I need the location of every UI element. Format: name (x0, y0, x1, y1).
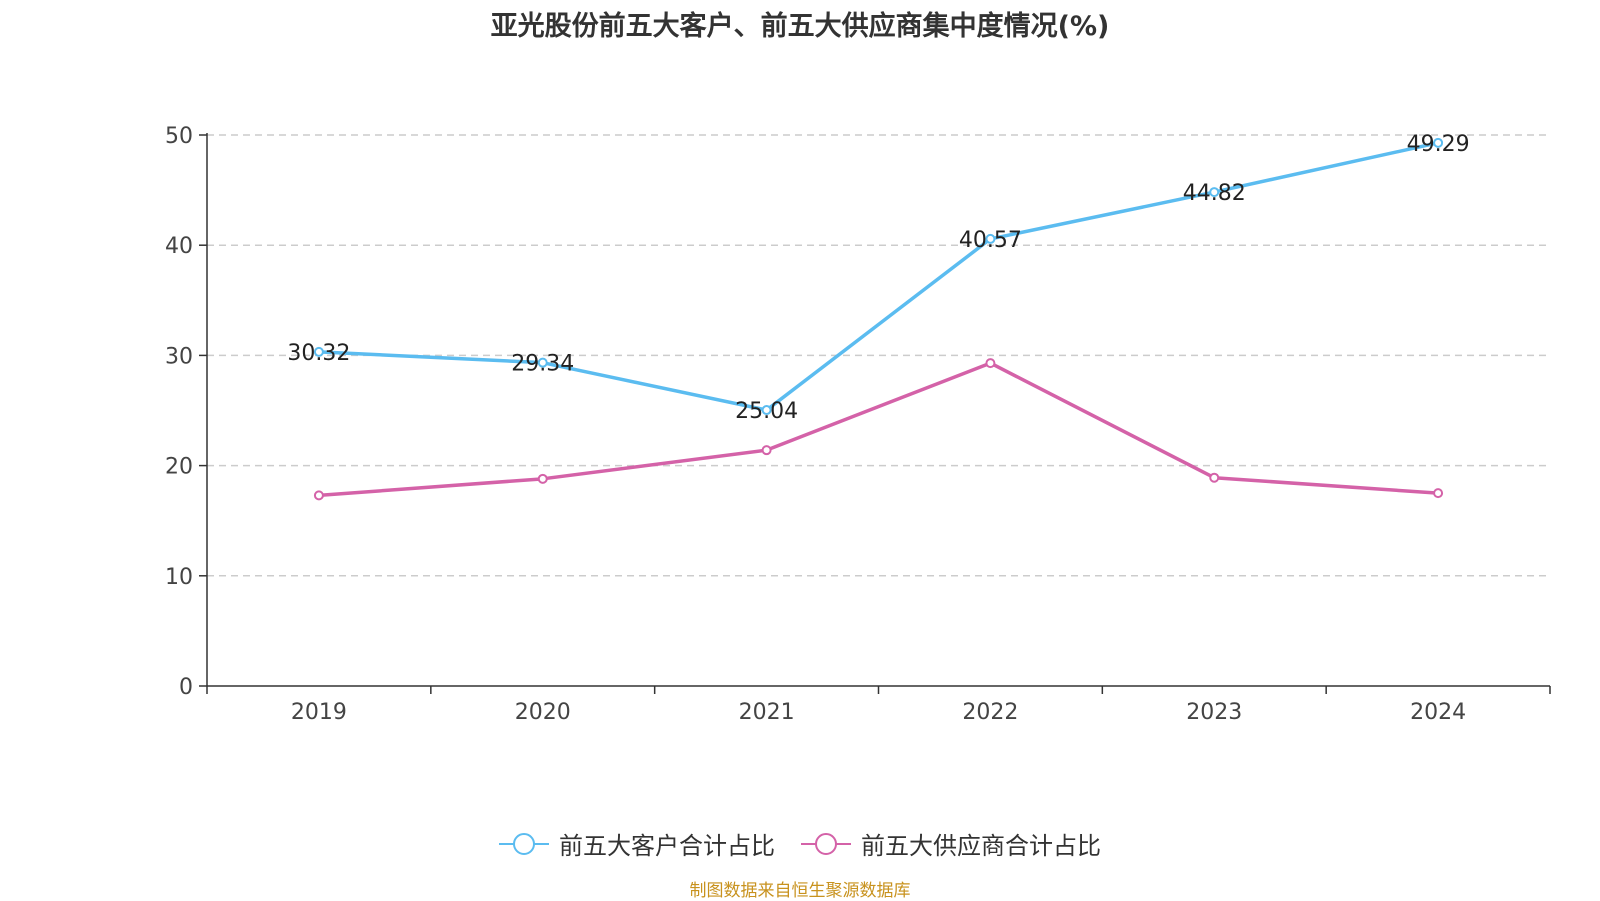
y-tick-label: 30 (165, 344, 193, 369)
y-tick-label: 20 (165, 455, 193, 480)
x-tick-label: 2022 (962, 700, 1018, 725)
data-label: 29.34 (511, 352, 574, 377)
chart-title: 亚光股份前五大客户、前五大供应商集中度情况(%) (490, 11, 1110, 42)
series-line-0 (318, 141, 1439, 412)
y-tick-label: 10 (165, 565, 193, 590)
data-label: 40.57 (959, 228, 1022, 253)
data-point (1433, 137, 1444, 148)
legend-marker-icon (801, 832, 851, 855)
data-point (1209, 472, 1220, 483)
source-note: 制图数据来自恒生聚源数据库 (689, 881, 911, 901)
data-point (537, 473, 548, 484)
axes: 0 10 20 30 40 50 2019 2020 2021 2022 2023 2024 (165, 124, 1551, 725)
data-point (1209, 187, 1220, 198)
legend-label: 前五大客户合计占比 (559, 832, 775, 860)
x-tick-label: 2023 (1186, 700, 1242, 725)
data-point (313, 346, 324, 357)
data-labels: 30.32 29.34 25.04 40.57 44.82 49.29 (287, 132, 1469, 424)
y-tick-label: 40 (165, 234, 193, 259)
y-tick-label: 0 (179, 675, 193, 700)
x-tick-label: 2020 (515, 700, 571, 725)
data-point (985, 233, 996, 244)
data-label: 25.04 (735, 399, 798, 424)
y-tick-label: 50 (165, 124, 193, 149)
data-point (761, 445, 772, 456)
data-point (761, 405, 772, 416)
data-label: 44.82 (1183, 181, 1246, 206)
legend-item-customers[interactable]: 前五大客户合计占比 (499, 826, 775, 861)
data-point (313, 490, 324, 501)
legend-label: 前五大供应商合计占比 (861, 832, 1101, 860)
legend-marker-icon (499, 832, 549, 855)
data-point (985, 358, 996, 369)
gridlines (207, 134, 1550, 577)
data-label: 30.32 (287, 341, 350, 366)
x-tick-label: 2024 (1410, 700, 1466, 725)
series-line-1 (318, 361, 1439, 498)
series-lines (313, 137, 1444, 501)
legend: 前五大客户合计占比 前五大供应商合计占比 (0, 826, 1600, 861)
data-label: 49.29 (1407, 132, 1470, 157)
data-point (1433, 488, 1444, 499)
legend-item-suppliers[interactable]: 前五大供应商合计占比 (801, 826, 1101, 861)
x-tick-label: 2021 (739, 700, 795, 725)
x-tick-label: 2019 (291, 700, 347, 725)
data-point (537, 357, 548, 368)
